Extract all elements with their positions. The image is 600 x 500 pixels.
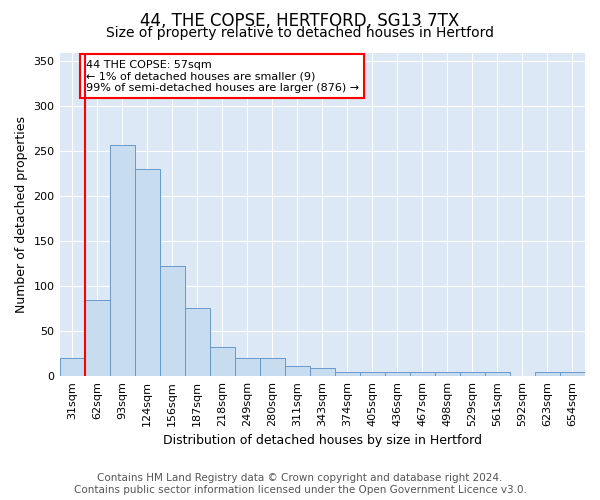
Bar <box>485 372 510 376</box>
Bar <box>310 368 335 376</box>
X-axis label: Distribution of detached houses by size in Hertford: Distribution of detached houses by size … <box>163 434 482 448</box>
Text: Size of property relative to detached houses in Hertford: Size of property relative to detached ho… <box>106 26 494 40</box>
Bar <box>260 358 285 376</box>
Bar <box>160 266 185 376</box>
Bar <box>360 372 385 376</box>
Bar <box>209 346 235 376</box>
Y-axis label: Number of detached properties: Number of detached properties <box>15 116 28 313</box>
Bar <box>410 372 435 376</box>
Bar <box>535 372 560 376</box>
Text: 44, THE COPSE, HERTFORD, SG13 7TX: 44, THE COPSE, HERTFORD, SG13 7TX <box>140 12 460 30</box>
Bar <box>85 300 110 376</box>
Text: Contains HM Land Registry data © Crown copyright and database right 2024.
Contai: Contains HM Land Registry data © Crown c… <box>74 474 526 495</box>
Text: 44 THE COPSE: 57sqm
← 1% of detached houses are smaller (9)
99% of semi-detached: 44 THE COPSE: 57sqm ← 1% of detached hou… <box>86 60 359 93</box>
Bar <box>59 358 85 376</box>
Bar <box>235 358 260 376</box>
Bar <box>435 372 460 376</box>
Bar <box>110 145 134 376</box>
Bar <box>560 372 585 376</box>
Bar <box>385 372 410 376</box>
Bar <box>460 372 485 376</box>
Bar <box>185 308 209 376</box>
Bar <box>134 170 160 376</box>
Bar <box>285 366 310 376</box>
Bar <box>335 372 360 376</box>
